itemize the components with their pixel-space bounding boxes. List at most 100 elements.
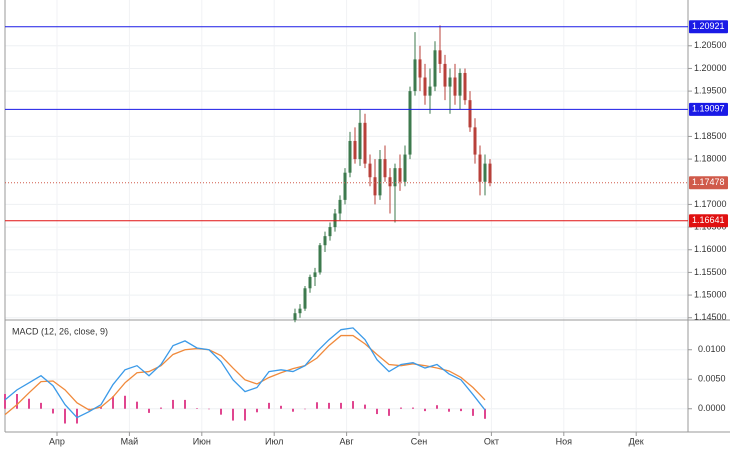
candle-body [468,100,472,128]
candle-body [343,172,347,200]
candle-body [323,236,327,246]
histogram-bar [184,399,186,409]
candle-body [303,288,307,309]
candle-body [408,91,412,155]
histogram-bar [208,408,210,410]
candle-body [293,313,297,320]
price-level-tag [689,214,728,228]
candle-body [453,77,457,96]
histogram-bar [124,395,126,409]
x-tick-label: Май [121,436,139,446]
candle-body [398,168,402,182]
candle-body [413,59,417,92]
x-tick-label: Июл [265,436,283,446]
histogram-bar [292,408,294,412]
price-level-label: 1.16641 [692,215,725,225]
candle-body [488,163,492,183]
y-tick-label: 1.18000 [694,153,727,163]
y-tick-label: 1.18500 [694,131,727,141]
y-tick-label: 1.16000 [694,244,727,254]
histogram-bar [436,405,438,409]
histogram-bar [472,408,474,416]
candle-body [478,154,482,182]
histogram-bar [28,398,30,409]
histogram-bar [316,402,318,409]
candle-body [373,177,377,196]
histogram-bar [52,408,54,414]
candle-body [483,163,487,182]
histogram-bar [16,394,18,409]
histogram-bar [448,408,450,412]
histogram-bar [220,408,222,415]
candle-body [418,59,422,78]
candle-body [383,159,387,178]
candle-body [363,122,367,164]
candle-body [313,272,317,277]
y-tick-label: 0.0100 [698,344,726,354]
candle-body [443,63,447,87]
histogram-bar [388,408,390,416]
y-tick-label: 1.14500 [694,312,727,322]
histogram-bar [148,408,150,413]
x-tick-label: Июн [193,436,211,446]
histogram-bar [172,399,174,409]
y-tick-label: 1.20000 [694,63,727,73]
histogram-bar [304,408,306,410]
histogram-bar [196,408,198,409]
x-tick-label: Дек [629,436,644,446]
price-level-label: 1.19097 [692,104,725,114]
candle-body [353,140,357,160]
y-tick-label: 1.15000 [694,289,727,299]
histogram-bar [268,402,270,409]
y-tick-label: 1.17000 [694,199,727,209]
candle-body [308,276,312,289]
histogram-bar [400,407,402,409]
y-tick-label: 1.15500 [694,267,727,277]
y-tick-label: 0.0000 [698,403,726,413]
candle-body [448,77,452,87]
histogram-bar [232,408,234,421]
candle-body [438,50,442,64]
histogram-bar [160,407,162,409]
candle-body [433,50,437,87]
macd-title: MACD (12, 26, close, 9) [12,326,108,336]
candle-body [378,159,382,196]
histogram-bar [280,405,282,409]
x-tick-label: Окт [484,436,499,446]
x-tick-label: Авг [340,436,355,446]
histogram-bar [376,408,378,415]
x-tick-label: Ноя [556,436,573,446]
histogram-bar [76,408,78,424]
histogram-bar [352,401,354,409]
histogram-bar [424,408,426,412]
price-level-label: 1.20921 [692,21,725,31]
candle-body [423,77,427,96]
candle-body [368,163,372,178]
histogram-bar [244,408,246,421]
candle-body [463,72,467,101]
candle-body [428,86,432,96]
histogram-bar [364,404,366,409]
candle-body [328,227,332,237]
histogram-bar [136,401,138,409]
histogram-bar [4,394,6,409]
candle-body [318,245,322,273]
candle-body [458,72,462,96]
histogram-bar [340,402,342,409]
candle-body [403,154,407,182]
price-level-tag [689,176,728,190]
candle-body [393,168,397,187]
x-tick-label: Апр [49,436,65,446]
histogram-bar [64,408,66,424]
histogram-bar [112,396,114,409]
x-tick-label: Сен [411,436,428,446]
signal-line [4,334,486,416]
candle-body [473,127,477,155]
y-tick-label: 1.19500 [694,85,727,95]
histogram-bar [328,402,330,409]
candle-body [358,122,362,160]
candle-body [338,199,342,214]
price-level-tag [689,20,728,34]
histogram-bar [484,408,486,419]
